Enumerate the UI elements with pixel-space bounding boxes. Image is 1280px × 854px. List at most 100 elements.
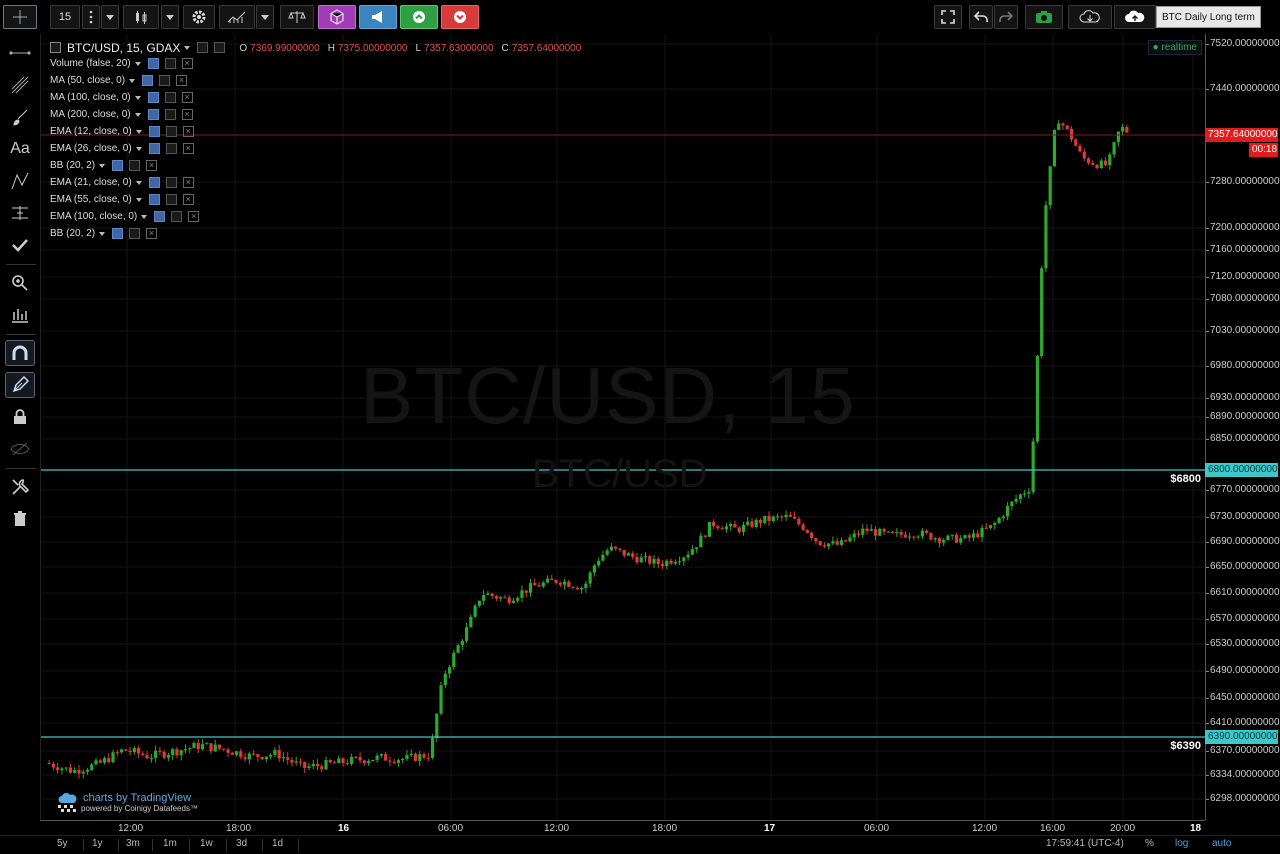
close-icon[interactable]: × [146,160,158,171]
load-layout-button[interactable] [1068,5,1112,29]
purple-button[interactable] [318,5,356,29]
range-button-1d[interactable]: 1d [272,838,284,849]
chevron-down-icon[interactable] [134,95,141,100]
close-icon[interactable]: × [181,92,193,103]
symbol-hide-icon[interactable] [214,42,226,53]
chart-style-button[interactable] [123,5,159,29]
auto-scale-button[interactable]: auto [1212,838,1232,849]
crosshair-tool-button[interactable] [3,5,37,29]
chevron-down-icon[interactable] [134,61,141,66]
indicator-row[interactable]: MA (100, close, 0) × [50,89,581,106]
tradingview-branding[interactable]: charts by TradingView powered by Coinigy… [58,792,198,813]
undo-button[interactable] [969,5,993,29]
eye-icon[interactable] [148,143,160,154]
close-icon[interactable]: × [181,58,193,69]
price-axis[interactable]: 7520.00000000 7440.00000000 7280.00000000 7… [1205,34,1280,820]
trend-line-tool[interactable] [5,40,35,66]
chevron-down-icon[interactable] [134,112,141,117]
indicator-row[interactable]: Volume (false, 20) × [50,55,581,72]
chevron-down-icon[interactable] [184,45,191,50]
settings-button[interactable] [183,5,215,29]
settings-icon[interactable] [164,109,176,120]
settings-icon[interactable] [164,92,176,103]
settings-icon[interactable] [165,143,177,154]
range-button-1m[interactable]: 1m [163,838,177,849]
brush-tool[interactable] [5,104,35,130]
collapse-legend-icon[interactable] [50,42,61,53]
eye-icon[interactable] [148,194,160,205]
sell-button[interactable] [441,5,479,29]
symbol-title[interactable]: BTC/USD, 15, GDAX [67,40,181,55]
eye-icon[interactable] [112,228,124,239]
indicators-dropdown[interactable] [256,5,274,29]
indicator-name[interactable]: BB (20, 2) [50,228,96,239]
indicator-row[interactable]: EMA (55, close, 0) × [50,191,581,208]
indicator-name[interactable]: MA (100, close, 0) [50,92,131,103]
settings-icon[interactable] [165,177,177,188]
lock-drawings-button[interactable] [5,404,35,430]
measure-bars-tool[interactable] [5,302,35,328]
close-icon[interactable]: × [146,228,158,239]
settings-icon[interactable] [165,194,177,205]
close-icon[interactable]: × [182,194,194,205]
tools-settings-button[interactable] [5,474,35,500]
settings-icon[interactable] [171,211,183,222]
indicator-name[interactable]: EMA (26, close, 0) [50,143,132,154]
chevron-down-icon[interactable] [135,129,142,134]
chevron-down-icon[interactable] [99,231,106,236]
indicator-row[interactable]: EMA (12, close, 0) × [50,123,581,140]
indicator-row[interactable]: EMA (100, close, 0) × [50,208,581,225]
indicator-name[interactable]: MA (200, close, 0) [50,109,131,120]
range-button-1w[interactable]: 1w [200,838,213,849]
indicator-name[interactable]: EMA (55, close, 0) [50,194,132,205]
indicator-name[interactable]: MA (50, close, 0) [50,75,126,86]
chevron-down-icon[interactable] [129,78,136,83]
eye-icon[interactable] [147,92,159,103]
interval-dropdown[interactable] [101,5,119,29]
indicator-name[interactable]: EMA (21, close, 0) [50,177,132,188]
settings-icon[interactable] [129,160,141,171]
close-icon[interactable]: × [181,109,193,120]
eye-icon[interactable] [148,177,160,188]
chart-pane[interactable]: $6800 $6390 [40,34,1205,820]
indicators-button[interactable] [219,5,255,29]
chevron-down-icon[interactable] [135,197,142,202]
close-icon[interactable]: × [182,177,194,188]
range-button-3d[interactable]: 3d [236,838,248,849]
range-button-3m[interactable]: 3m [126,838,140,849]
interval-menu-button[interactable] [82,5,100,29]
eye-icon[interactable] [154,211,166,222]
eye-icon[interactable] [142,75,154,86]
settings-icon[interactable] [159,75,171,86]
indicator-row[interactable]: MA (50, close, 0) × [50,72,581,89]
interval-button[interactable]: 15 [50,5,80,29]
indicator-name[interactable]: EMA (100, close, 0) [50,211,138,222]
compare-button[interactable] [280,5,314,29]
stay-in-drawing-mode-button[interactable] [5,372,35,398]
layout-name-label[interactable]: BTC Daily Long term [1156,6,1261,28]
close-icon[interactable]: × [182,126,194,137]
redo-button[interactable] [994,5,1018,29]
text-tool[interactable]: Aa [5,136,35,162]
log-scale-button[interactable]: log [1175,838,1189,849]
indicator-name[interactable]: BB (20, 2) [50,160,96,171]
indicator-row[interactable]: BB (20, 2) × [50,157,581,174]
hide-drawings-button[interactable] [5,436,35,462]
indicator-name[interactable]: Volume (false, 20) [50,58,131,69]
close-icon[interactable]: × [176,75,188,86]
range-button-1y[interactable]: 1y [92,838,103,849]
chevron-down-icon[interactable] [141,214,148,219]
settings-icon[interactable] [165,126,177,137]
eye-icon[interactable] [147,109,159,120]
magnet-mode-button[interactable] [5,340,35,366]
chevron-down-icon[interactable] [99,163,106,168]
close-icon[interactable]: × [188,211,200,222]
eye-icon[interactable] [147,58,159,69]
pattern-tool[interactable] [5,168,35,194]
chart-style-dropdown[interactable] [161,5,179,29]
fib-tool[interactable] [5,72,35,98]
fullscreen-button[interactable] [934,5,962,29]
check-tool[interactable] [5,232,35,258]
percent-scale-button[interactable]: % [1145,838,1154,849]
measure-tool[interactable] [5,200,35,226]
